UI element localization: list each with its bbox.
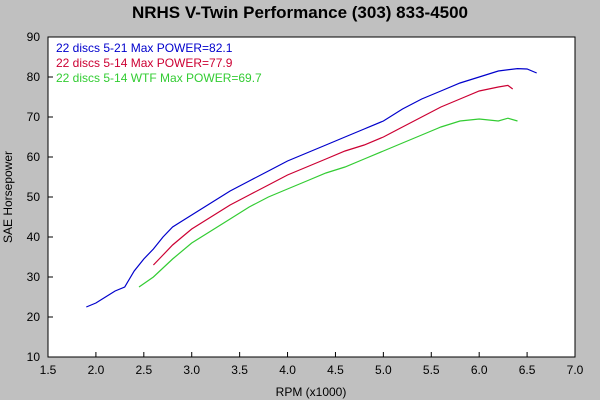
x-tick-label: 3.0 xyxy=(183,363,200,377)
legend-entry-1: 22 discs 5-21 Max POWER=82.1 xyxy=(56,41,233,55)
legend: 22 discs 5-21 Max POWER=82.122 discs 5-1… xyxy=(56,41,262,85)
x-axis: 1.5 2.0 2.5 3.0 3.5 4.0 4.5 5.0 5.5 6.0 6.5 7.0 xyxy=(40,352,584,377)
x-tick-label: 4.5 xyxy=(327,363,344,377)
series-lines xyxy=(86,67,537,308)
x-tick-label: 4.0 xyxy=(279,363,296,377)
legend-entry-2: 22 discs 5-14 Max POWER=77.9 xyxy=(56,56,233,70)
y-axis: 10 20 30 40 50 60 70 80 90 xyxy=(27,30,53,364)
x-tick-label: 1.5 xyxy=(40,363,57,377)
series-line-3 xyxy=(138,117,518,288)
series-line-2 xyxy=(152,84,514,266)
y-axis-label: SAE Horsepower xyxy=(1,151,15,243)
chart-title: NRHS V-Twin Performance (303) 833-4500 xyxy=(132,3,468,22)
y-tick-label: 30 xyxy=(27,270,41,284)
y-tick-label: 90 xyxy=(27,30,41,44)
y-tick-label: 10 xyxy=(27,350,41,364)
y-tick-label: 40 xyxy=(27,230,41,244)
y-tick-label: 20 xyxy=(27,310,41,324)
x-tick-label: 5.5 xyxy=(423,363,440,377)
x-tick-label: 6.5 xyxy=(519,363,536,377)
y-tick-label: 70 xyxy=(27,110,41,124)
series-line-1 xyxy=(86,67,537,308)
plot-area xyxy=(47,36,576,358)
y-tick-label: 60 xyxy=(27,150,41,164)
y-tick-label: 50 xyxy=(27,190,41,204)
x-tick-label: 3.5 xyxy=(231,363,248,377)
x-axis-label: RPM (x1000) xyxy=(276,385,347,399)
x-tick-label: 2.5 xyxy=(135,363,152,377)
y-tick-label: 80 xyxy=(27,70,41,84)
x-tick-label: 5.0 xyxy=(375,363,392,377)
x-tick-label: 7.0 xyxy=(567,363,584,377)
x-tick-label: 2.0 xyxy=(88,363,105,377)
x-tick-label: 6.0 xyxy=(471,363,488,377)
legend-entry-3: 22 discs 5-14 WTF Max POWER=69.7 xyxy=(56,71,262,85)
